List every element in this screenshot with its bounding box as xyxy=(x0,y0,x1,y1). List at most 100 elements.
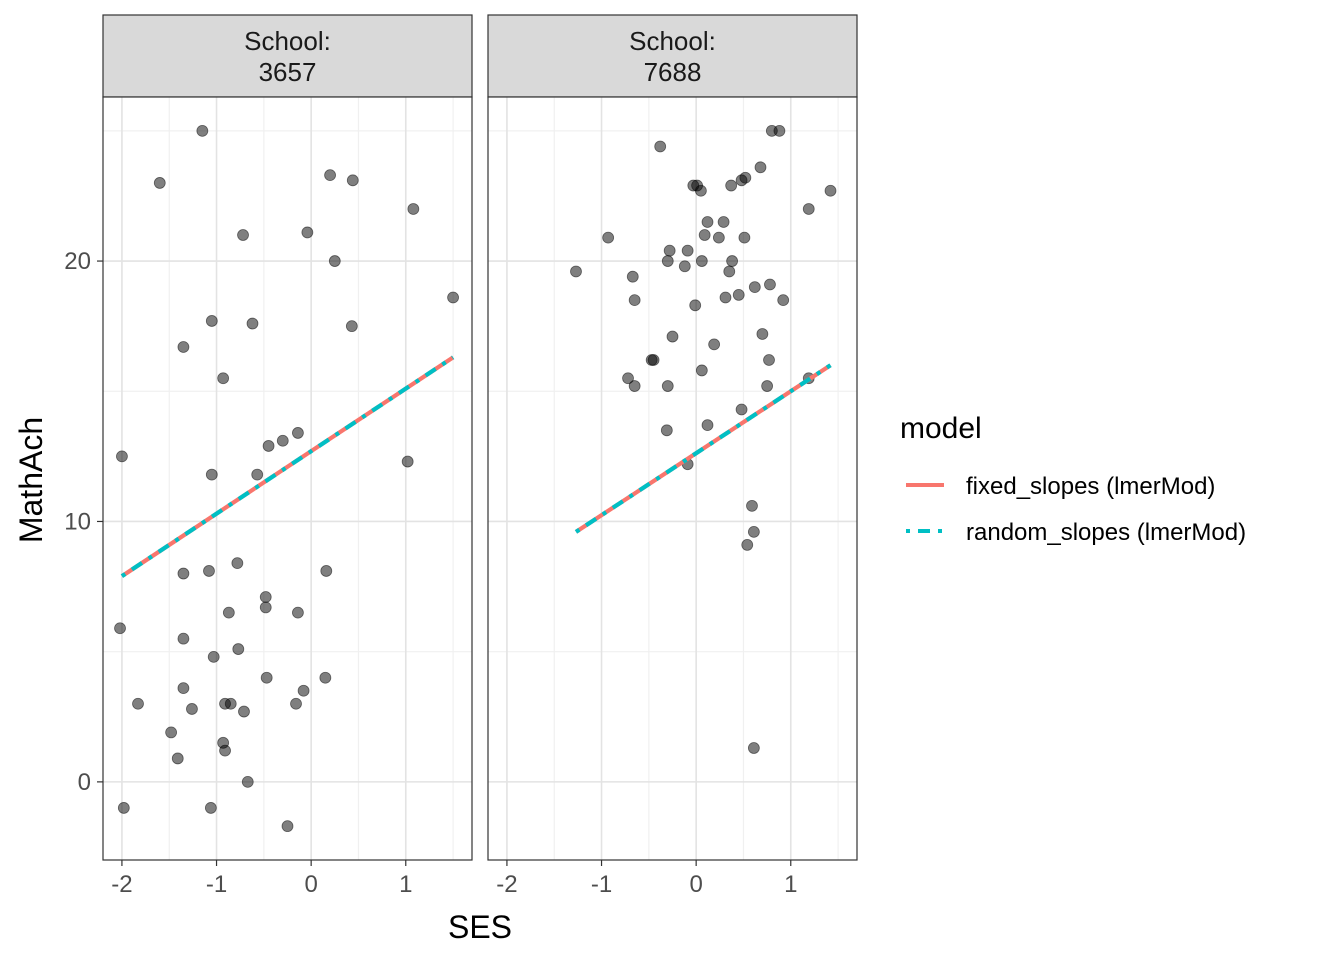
data-point xyxy=(205,315,218,327)
data-point xyxy=(761,380,774,392)
facet-strip-label: 7688 xyxy=(644,57,702,87)
data-point xyxy=(689,299,702,312)
data-point xyxy=(747,525,760,538)
data-point xyxy=(763,354,775,366)
data-point xyxy=(602,231,615,244)
legend-item-random-slopes: random_slopes (lmerMod) xyxy=(906,519,1246,546)
data-point xyxy=(695,255,708,267)
facet-strip-label: 3657 xyxy=(259,57,317,87)
data-point xyxy=(732,289,745,301)
data-point xyxy=(777,294,790,307)
data-point xyxy=(237,229,249,241)
data-point xyxy=(196,124,209,137)
data-point xyxy=(681,244,694,257)
data-point xyxy=(725,179,738,192)
data-point xyxy=(654,140,667,153)
data-point xyxy=(232,643,245,655)
data-point xyxy=(741,539,754,551)
legend-item-fixed-slopes: fixed_slopes (lmerMod) xyxy=(906,473,1215,500)
x-tick-label: -2 xyxy=(111,871,132,898)
data-point xyxy=(222,606,235,619)
data-point xyxy=(292,606,304,619)
data-point xyxy=(756,328,769,340)
data-point xyxy=(114,622,126,635)
data-point xyxy=(626,270,639,283)
data-point xyxy=(246,317,259,330)
fit-line-random-slopes xyxy=(120,355,455,578)
data-point xyxy=(165,726,178,739)
data-point xyxy=(177,682,190,695)
data-point xyxy=(401,455,414,468)
data-point xyxy=(708,338,721,351)
x-tick-label: 0 xyxy=(304,871,317,898)
data-point xyxy=(802,203,815,215)
data-point xyxy=(447,291,459,304)
panel-background xyxy=(103,97,472,860)
x-tick-label: -1 xyxy=(591,871,612,898)
data-point xyxy=(301,226,314,239)
facet-strip xyxy=(487,14,858,98)
data-point xyxy=(153,177,166,189)
x-tick-label: 1 xyxy=(399,871,412,898)
data-point xyxy=(281,820,294,833)
data-point xyxy=(132,697,144,710)
data-point xyxy=(203,565,215,577)
data-point xyxy=(407,203,420,215)
data-point xyxy=(748,281,761,293)
facet-strip xyxy=(102,14,473,98)
data-point xyxy=(719,291,732,304)
data-point xyxy=(328,255,341,267)
data-point xyxy=(324,169,336,182)
data-point xyxy=(297,684,310,697)
y-axis-title: MathAch xyxy=(13,417,49,543)
data-point xyxy=(319,671,332,684)
legend: model fixed_slopes (lmerMod) random_slop… xyxy=(900,412,1246,546)
facet-strip-label: School: xyxy=(629,26,716,56)
x-axis-title: SES xyxy=(448,909,512,945)
panel-background xyxy=(488,97,857,860)
data-point xyxy=(207,650,220,663)
data-point xyxy=(251,468,264,481)
facet-panel-2: School:7688 -2 -1 0 1 xyxy=(487,14,858,898)
data-point xyxy=(241,775,254,788)
data-point xyxy=(701,216,714,228)
data-point xyxy=(694,184,707,197)
legend-label-random-slopes: random_slopes (lmerMod) xyxy=(966,519,1246,546)
legend-title: model xyxy=(900,412,982,445)
data-point xyxy=(117,802,130,814)
data-point xyxy=(735,174,748,187)
panel-border xyxy=(487,96,858,861)
data-point xyxy=(186,703,198,715)
data-point xyxy=(661,255,674,267)
data-point xyxy=(231,557,244,570)
data-point xyxy=(698,229,711,241)
x-tick-label: 0 xyxy=(689,871,702,898)
data-point xyxy=(764,278,776,291)
data-point xyxy=(746,499,758,512)
data-point xyxy=(754,161,767,174)
data-point xyxy=(177,341,190,353)
data-point xyxy=(678,260,691,273)
x-tick-label: 1 xyxy=(784,871,797,898)
data-point xyxy=(262,440,275,452)
data-point xyxy=(773,124,786,137)
data-point xyxy=(824,184,837,197)
data-point xyxy=(224,697,237,710)
panel-border xyxy=(102,96,473,861)
data-point xyxy=(346,174,359,187)
data-point xyxy=(723,265,736,278)
data-point xyxy=(259,601,272,614)
data-point xyxy=(276,434,289,447)
x-tick-label: -1 xyxy=(206,871,227,898)
data-point xyxy=(290,697,302,710)
facet-strip-label: School: xyxy=(244,26,331,56)
data-point xyxy=(171,752,184,765)
data-point xyxy=(628,380,641,392)
data-point xyxy=(666,330,679,343)
data-point xyxy=(238,705,250,718)
data-point xyxy=(645,354,658,366)
data-point xyxy=(217,372,230,385)
